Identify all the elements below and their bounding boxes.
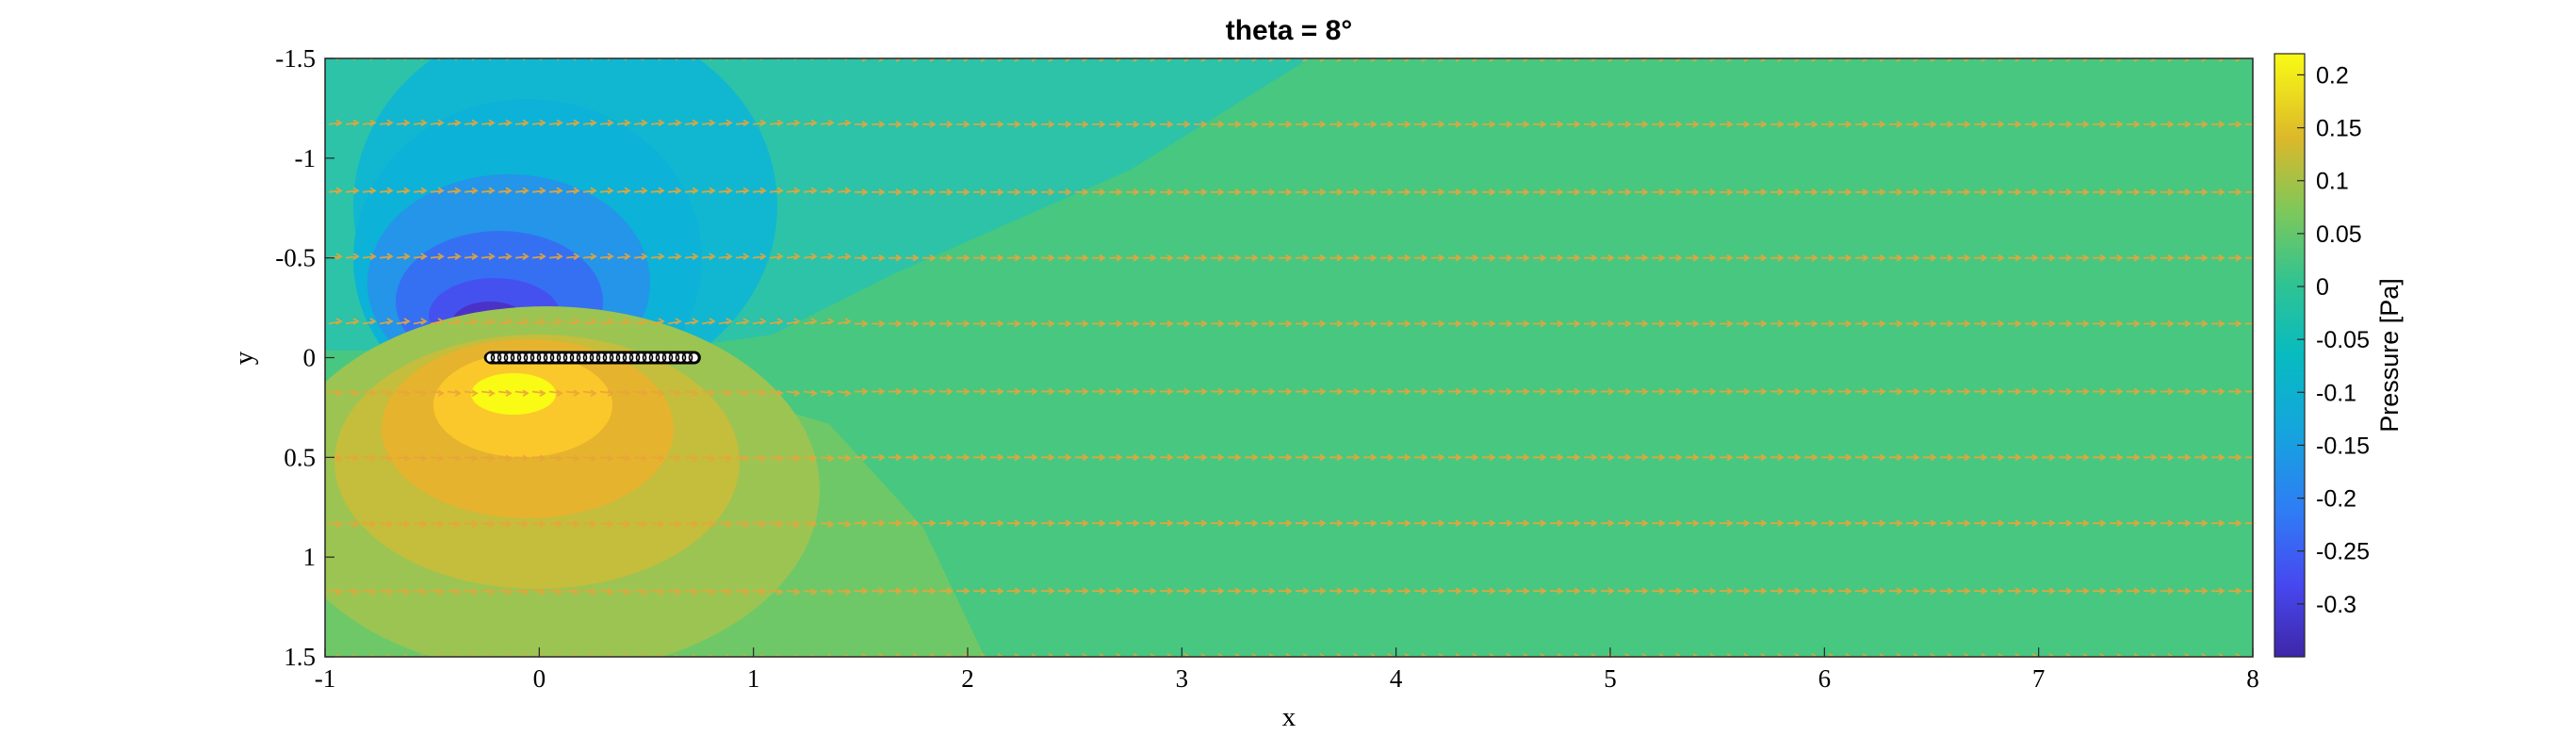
y-tick-label: 1.5 — [284, 643, 316, 671]
plate-marker — [556, 352, 568, 364]
x-tick-label: 1 — [747, 664, 760, 693]
y-tick-label: -1.5 — [275, 44, 316, 73]
colorbar-label: Pressure [Pa] — [2375, 278, 2404, 433]
flat-plate — [483, 351, 701, 365]
colorbar — [2274, 53, 2306, 658]
plate-marker — [483, 352, 496, 364]
streamline-row — [328, 453, 2253, 463]
x-tick-label: 4 — [1390, 664, 1403, 693]
streamline-row — [328, 318, 2253, 328]
y-tick-label: -1 — [295, 144, 317, 172]
plot-area — [325, 58, 2253, 657]
plate-marker — [576, 352, 588, 364]
streamline-row — [328, 387, 2253, 398]
streamline-row — [328, 253, 2253, 262]
plate-marker — [681, 352, 693, 364]
plate-marker — [497, 352, 509, 364]
colorbar-tick-label: -0.05 — [2316, 327, 2370, 353]
colorbar-tick-label: -0.1 — [2316, 380, 2356, 406]
x-tick-label: 3 — [1176, 664, 1189, 693]
colorbar-tick-label: -0.2 — [2316, 486, 2356, 513]
y-tick-label: 0.5 — [284, 443, 316, 471]
plate-marker — [549, 352, 562, 364]
pressure-contour-pressure-core — [471, 373, 556, 415]
colorbar-tick-label: -0.3 — [2316, 592, 2356, 618]
streamline-row — [328, 587, 2253, 596]
plate-marker — [675, 352, 687, 364]
y-tick-label: 0 — [303, 344, 317, 372]
x-axis-label: x — [1282, 702, 1296, 732]
x-tick-label: 6 — [1818, 664, 1832, 693]
plate-marker — [516, 352, 529, 364]
plate-marker — [589, 352, 601, 364]
x-tick-label: 8 — [2246, 664, 2259, 693]
y-axis-label: y — [229, 351, 259, 365]
plate-marker — [530, 352, 542, 364]
streamline-row — [328, 119, 2253, 128]
x-tick-label: 2 — [961, 664, 974, 693]
y-tick-label: -0.5 — [275, 244, 316, 272]
plate-marker — [622, 352, 634, 364]
colorbar-tick-label: 0.15 — [2316, 116, 2362, 142]
colorbar-ticks: -0.3 -0.25 -0.2 -0.15 -0.1 -0.05 0 0.05 0.1 0.15 0… — [2297, 62, 2370, 618]
plate-marker — [642, 352, 654, 364]
x-axis-ticks: -1 0 1 2 3 4 5 6 7 8 — [315, 647, 2259, 693]
plate-marker — [655, 352, 667, 364]
plate-marker — [668, 352, 680, 364]
plate-marker — [523, 352, 535, 364]
y-axis-ticks: -1.5 -1 -0.5 0 0.5 1 1.5 — [275, 44, 334, 671]
streamline-row — [328, 519, 2253, 528]
plate-marker — [490, 352, 502, 364]
plate-marker — [503, 352, 515, 364]
plate-marker — [628, 352, 641, 364]
plate-marker — [569, 352, 581, 364]
x-tick-label: 7 — [2032, 664, 2046, 693]
plate-marker — [595, 352, 608, 364]
x-tick-label: -1 — [315, 664, 336, 693]
plate-marker — [648, 352, 660, 364]
plate-marker — [536, 352, 548, 364]
colorbar-tick-label: 0.2 — [2316, 62, 2349, 89]
colorbar-tick-label: -0.25 — [2316, 539, 2370, 565]
plate-marker — [510, 352, 522, 364]
x-tick-label: 0 — [533, 664, 546, 693]
plate-marker — [609, 352, 621, 364]
streamline-row — [328, 187, 2253, 196]
y-tick-label: 1 — [303, 543, 317, 571]
plate-marker — [562, 352, 575, 364]
chart-title: theta = 8° — [1226, 15, 1353, 46]
colorbar-tick-label: -0.15 — [2316, 433, 2370, 459]
colorbar-tick-label: 0.1 — [2316, 169, 2349, 195]
colorbar-tick-label: 0.05 — [2316, 221, 2362, 248]
streamlines — [328, 58, 2253, 657]
plate-marker — [615, 352, 628, 364]
plate-marker — [543, 352, 555, 364]
plate-marker — [602, 352, 614, 364]
colorbar-tick-label: 0 — [2316, 274, 2329, 301]
plate-marker — [688, 352, 700, 364]
plate-marker — [661, 352, 674, 364]
plate-marker — [635, 352, 647, 364]
plate-marker — [582, 352, 595, 364]
x-tick-label: 5 — [1604, 664, 1617, 693]
